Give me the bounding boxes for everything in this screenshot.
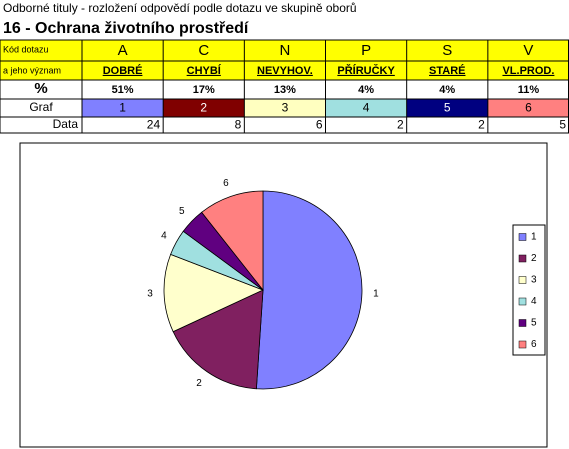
data-value: 6 (316, 118, 323, 132)
graf-label: 6 (525, 101, 532, 115)
row-label: Graf (29, 100, 53, 114)
percent: 11% (518, 84, 540, 96)
pie-slice (172, 289, 264, 390)
percent: 17% (193, 84, 215, 96)
legend-swatch (518, 319, 527, 327)
pie-slice (255, 190, 363, 390)
meaning: CHYBÍ (187, 64, 222, 77)
legend-label: 4 (531, 296, 537, 307)
graf-label: 1 (119, 101, 126, 115)
row-label: % (34, 80, 47, 97)
sheet-subtitle: Odborné tituly - rozložení odpovědí podl… (3, 1, 357, 15)
meaning: VL.PROD. (502, 65, 554, 77)
graf-cell (163, 99, 245, 117)
graf-label: 2 (200, 101, 207, 115)
pie-slice (201, 190, 264, 292)
meaning: NEVYHOV. (257, 65, 313, 77)
percent: 51% (112, 84, 134, 96)
data-value: 2 (397, 118, 404, 132)
slice-label: 2 (196, 378, 202, 389)
row-label: Data (53, 117, 79, 131)
legend-swatch (518, 276, 527, 284)
graf-cell (82, 99, 164, 117)
percent: 4% (439, 84, 455, 96)
header-band (0, 40, 569, 80)
graf-label: 4 (363, 101, 370, 115)
data-value: 5 (559, 118, 566, 132)
slice-label: 3 (147, 288, 153, 299)
code: A (118, 42, 128, 59)
legend-swatch (518, 233, 527, 241)
data-value: 24 (147, 118, 161, 132)
meaning: DOBRÉ (103, 64, 143, 77)
data-value: 8 (235, 118, 242, 132)
percent: 4% (358, 84, 374, 96)
meaning: STARÉ (429, 64, 465, 77)
row-label: a jeho význam (3, 65, 61, 75)
row-label: Kód dotazu (3, 44, 49, 54)
legend-label: 3 (531, 275, 537, 286)
percent: 13% (274, 84, 296, 96)
pie-slice (163, 253, 265, 333)
legend-box (512, 224, 546, 356)
code: N (280, 42, 291, 59)
legend-swatch (518, 340, 527, 349)
legend-label: 5 (531, 318, 537, 329)
legend-label: 6 (531, 339, 537, 350)
graf-label: 5 (444, 101, 451, 115)
graf-label: 3 (282, 101, 289, 115)
code: S (442, 42, 452, 59)
slice-label: 4 (161, 230, 167, 241)
graf-cell (325, 99, 407, 117)
slice-label: 5 (179, 206, 185, 217)
graf-cell (244, 99, 326, 117)
legend-swatch (518, 297, 527, 306)
sheet-title: 16 - Ochrana životního prostředí (3, 20, 249, 37)
slice-label: 6 (223, 178, 229, 189)
data-value: 2 (478, 118, 485, 132)
graf-cell (406, 99, 488, 117)
code: V (523, 42, 533, 59)
code: P (361, 42, 371, 59)
legend-swatch (518, 254, 527, 263)
legend-label: 1 (531, 232, 537, 243)
meaning: PŘÍRUČKY (337, 64, 395, 77)
code: C (198, 42, 209, 59)
graf-cell (487, 99, 569, 117)
slice-label: 1 (373, 288, 379, 299)
legend-label: 2 (531, 253, 537, 264)
